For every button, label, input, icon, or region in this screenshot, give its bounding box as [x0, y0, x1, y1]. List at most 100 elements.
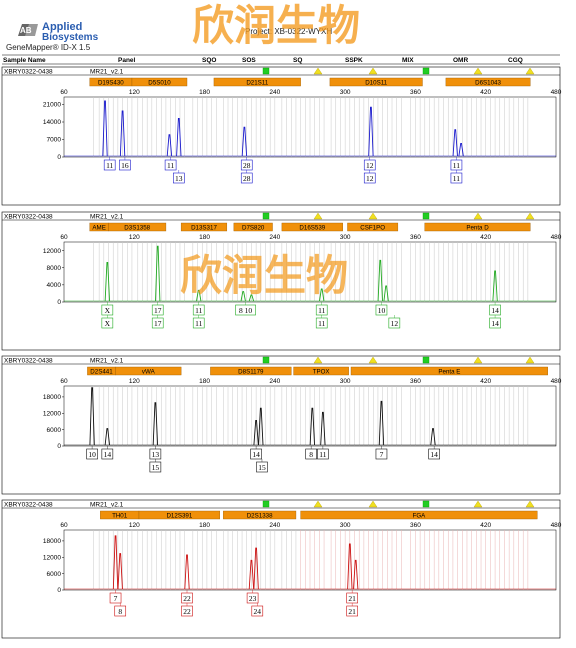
peak[interactable]	[383, 285, 389, 302]
column-header-sq[interactable]: SQ	[293, 57, 302, 64]
locus-marker[interactable]	[108, 222, 167, 232]
allele-call-box[interactable]	[450, 172, 463, 184]
peak[interactable]	[89, 387, 95, 446]
peak[interactable]	[258, 407, 264, 446]
allele-call-box[interactable]	[388, 317, 401, 329]
allele-call-box[interactable]	[151, 317, 164, 329]
sample-name[interactable]: XBRY0322-0438	[4, 502, 53, 509]
locus-marker[interactable]	[347, 222, 399, 232]
peak[interactable]	[253, 547, 259, 590]
allele-call-box[interactable]	[181, 605, 193, 617]
locus-marker[interactable]	[445, 77, 531, 87]
x-axis-tick-label: 480	[551, 234, 562, 241]
peak[interactable]	[377, 259, 383, 302]
peak[interactable]	[112, 535, 119, 590]
peak[interactable]	[492, 270, 498, 302]
locus-marker[interactable]	[293, 366, 349, 376]
locus-marker[interactable]	[131, 77, 188, 87]
allele-call-box[interactable]	[173, 172, 185, 184]
allele-call-box[interactable]	[109, 592, 122, 604]
locus-marker[interactable]	[350, 366, 549, 376]
allele-call-box[interactable]	[375, 304, 388, 316]
allele-call-box[interactable]	[363, 172, 376, 184]
peak[interactable]	[353, 559, 359, 590]
allele-call-box[interactable]	[375, 448, 388, 460]
allele-call-box[interactable]	[119, 159, 131, 171]
column-header-cgq[interactable]: CGQ	[508, 57, 523, 64]
column-header-sos[interactable]: SOS	[242, 57, 256, 64]
allele-call-box[interactable]	[256, 461, 268, 473]
quality-flag-check-icon	[313, 212, 323, 220]
peak[interactable]	[152, 402, 159, 446]
locus-marker[interactable]	[180, 222, 228, 232]
locus-marker[interactable]	[424, 222, 531, 232]
column-header-omr[interactable]: OMR	[453, 57, 468, 64]
allele-call-box[interactable]	[246, 592, 259, 604]
allele-call-box[interactable]	[101, 317, 114, 329]
peak[interactable]	[319, 288, 325, 302]
peak[interactable]	[320, 411, 326, 446]
peak[interactable]	[347, 543, 353, 590]
allele-call-box[interactable]	[103, 159, 116, 171]
peak[interactable]	[176, 118, 182, 157]
allele-call-box[interactable]	[428, 448, 440, 460]
peak[interactable]	[430, 428, 436, 446]
peak[interactable]	[240, 291, 246, 302]
peak[interactable]	[184, 554, 190, 590]
allele-call-box[interactable]	[86, 448, 98, 460]
peak[interactable]	[248, 559, 255, 590]
allele-call-box[interactable]	[317, 448, 329, 460]
allele-call-box[interactable]	[305, 448, 317, 460]
peak[interactable]	[196, 289, 202, 302]
allele-call-box[interactable]	[489, 317, 501, 329]
locus-marker[interactable]	[281, 222, 343, 232]
peak[interactable]	[119, 110, 126, 157]
peak[interactable]	[452, 129, 458, 157]
peak[interactable]	[117, 553, 123, 590]
locus-marker[interactable]	[138, 510, 221, 520]
allele-call-label: 11	[195, 319, 202, 328]
allele-call-box[interactable]	[164, 159, 177, 171]
peak[interactable]	[253, 420, 259, 446]
sample-name[interactable]: XBRY0322-0438	[4, 214, 53, 221]
locus-marker[interactable]	[210, 366, 292, 376]
locus-marker[interactable]	[213, 77, 301, 87]
locus-marker[interactable]	[223, 510, 297, 520]
locus-marker-label: D8S1179	[238, 369, 264, 376]
peak[interactable]	[309, 407, 315, 446]
y-axis-tick-label: 0	[57, 154, 61, 161]
sample-name[interactable]: XBRY0322-0438	[4, 358, 53, 365]
peak[interactable]	[248, 294, 255, 302]
panel-frame	[1, 66, 561, 206]
peak[interactable]	[378, 400, 385, 446]
peak[interactable]	[458, 143, 464, 157]
peak[interactable]	[368, 106, 374, 157]
locus-marker[interactable]	[115, 366, 182, 376]
column-header-sqo[interactable]: SQO	[202, 57, 216, 64]
column-header-sspk[interactable]: SSPK	[345, 57, 363, 64]
allele-call-box[interactable]	[114, 605, 127, 617]
locus-marker[interactable]	[233, 222, 273, 232]
allele-call-box[interactable]	[250, 448, 262, 460]
sample-name[interactable]: XBRY0322-0438	[4, 69, 53, 76]
watermark-top: 欣润生物	[192, 2, 360, 49]
peak[interactable]	[104, 261, 110, 302]
allele-call-box[interactable]	[315, 317, 328, 329]
locus-marker[interactable]	[300, 510, 538, 520]
allele-call-box[interactable]	[240, 172, 253, 184]
column-header-mix[interactable]: MIX	[402, 57, 414, 64]
allele-call-box[interactable]	[149, 461, 162, 473]
allele-call-box[interactable]	[235, 304, 256, 316]
allele-call-box[interactable]	[346, 605, 358, 617]
column-header-panel[interactable]: Panel	[118, 57, 136, 64]
allele-call-box[interactable]	[192, 317, 205, 329]
allele-call-box[interactable]	[101, 448, 114, 460]
column-header-sample-name[interactable]: Sample Name	[3, 57, 46, 64]
peak[interactable]	[166, 134, 173, 157]
locus-marker[interactable]	[329, 77, 423, 87]
allele-call-box[interactable]	[251, 605, 264, 617]
peak[interactable]	[155, 245, 161, 302]
peak[interactable]	[241, 126, 248, 157]
peak[interactable]	[104, 428, 110, 446]
peak[interactable]	[102, 100, 108, 157]
